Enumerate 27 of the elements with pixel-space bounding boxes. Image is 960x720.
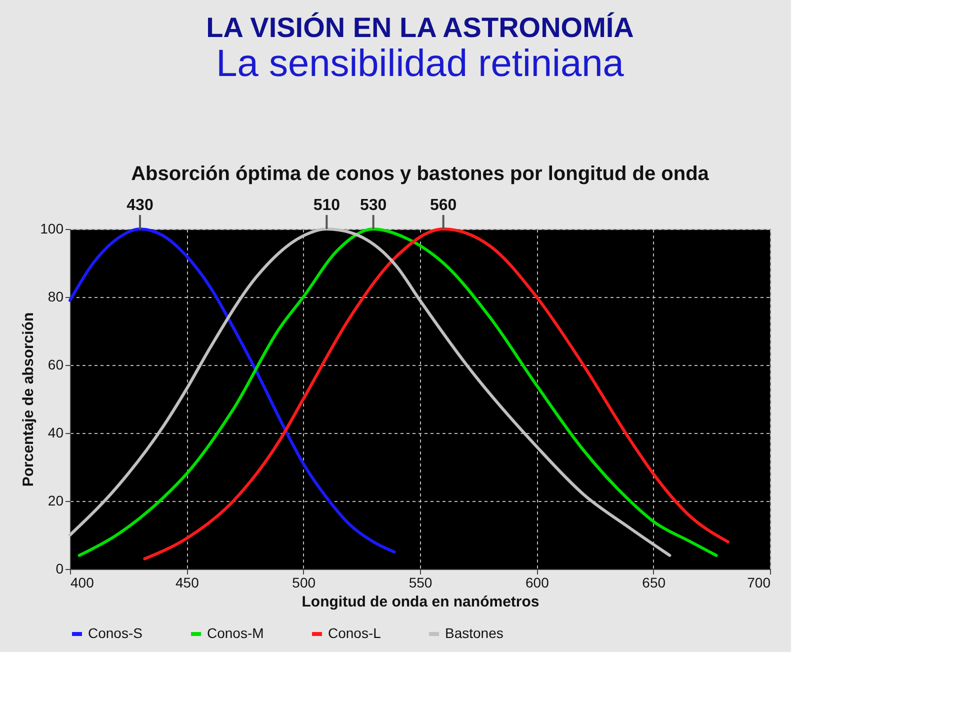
y-tick-label: 20 [48,492,64,508]
x-tick-label: 450 [175,574,200,590]
y-tick-label: 60 [48,356,64,372]
x-axis-title: Longitud de onda en nanómetros [302,594,540,610]
legend-label: Conos-S [88,625,142,641]
annotation: 530 [360,197,387,214]
x-tick-label: 600 [525,574,550,590]
x-tick-label: 400 [70,574,94,590]
y-axis-title: Porcentaje de absorción [20,312,38,487]
y-tick-label: 0 [56,560,64,576]
chart-title: LA VISIÓN EN LA ASTRONOMÍA [206,12,634,43]
annotation: 510 [313,197,340,214]
annotation: 560 [430,197,457,214]
legend-label: Conos-L [328,625,382,641]
x-tick-label: 700 [747,574,771,590]
chart-subtitle: La sensibilidad retiniana [216,43,625,85]
legend-label: Conos-M [207,625,264,641]
legend-label: Bastones [445,625,504,641]
y-tick-label: 100 [40,220,64,236]
text: Absorción óptima de conos y bastones por longitud de onda [131,163,710,185]
y-tick-label: 80 [48,288,64,304]
line-series [68,228,396,554]
annotation: 430 [126,197,154,214]
x-tick-label: 650 [642,574,666,590]
y-tick-label: 40 [48,424,64,440]
x-tick-label: 550 [408,574,432,590]
x-tick-label: 500 [292,574,316,590]
